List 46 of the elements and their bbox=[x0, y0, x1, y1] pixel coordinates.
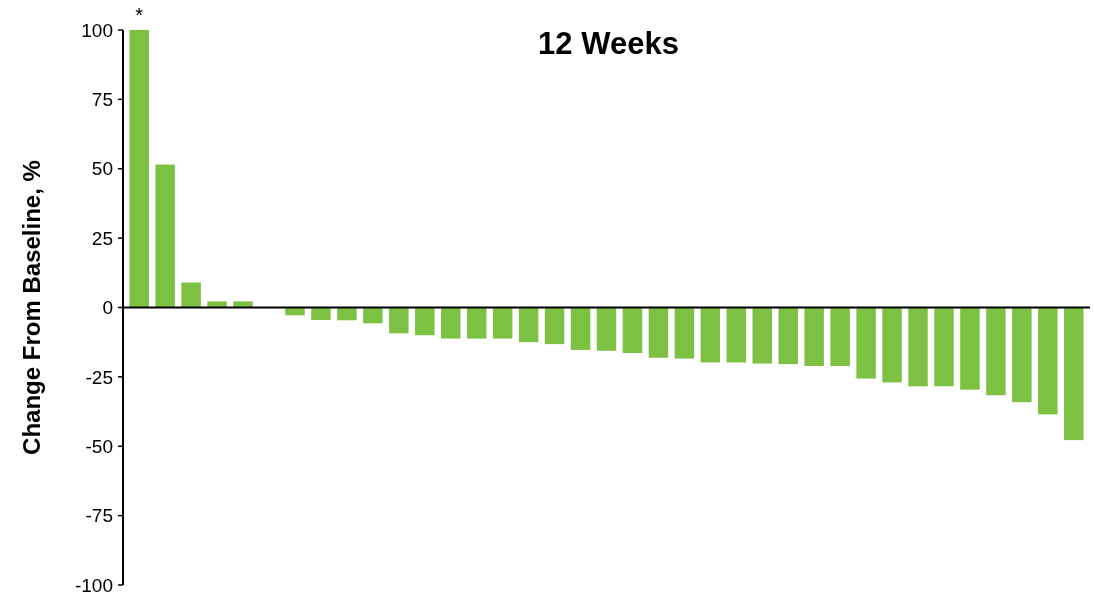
annotation: * bbox=[135, 4, 144, 26]
bar bbox=[441, 307, 461, 339]
bar bbox=[1064, 307, 1084, 441]
bar bbox=[311, 307, 331, 320]
bar bbox=[700, 307, 721, 363]
bar bbox=[570, 307, 591, 350]
y-tick-label: 100 bbox=[81, 19, 113, 41]
bar bbox=[1012, 307, 1032, 403]
bar bbox=[674, 307, 695, 359]
bar bbox=[544, 307, 565, 345]
y-tick-label: -75 bbox=[85, 505, 113, 527]
bar bbox=[908, 307, 928, 387]
y-tick-label: 50 bbox=[91, 158, 113, 180]
bar bbox=[518, 307, 539, 343]
bar bbox=[129, 30, 149, 308]
bar bbox=[466, 307, 487, 339]
y-tick-label: -50 bbox=[85, 435, 113, 457]
bar bbox=[986, 307, 1006, 396]
bar bbox=[648, 307, 669, 358]
bar bbox=[207, 301, 227, 308]
bar bbox=[596, 307, 617, 351]
bar bbox=[934, 307, 954, 387]
bar bbox=[389, 307, 409, 334]
bar bbox=[622, 307, 643, 354]
bar bbox=[856, 307, 876, 379]
bar bbox=[363, 307, 383, 324]
y-tick-label: 75 bbox=[91, 89, 113, 111]
bar bbox=[882, 307, 902, 383]
bar bbox=[492, 307, 513, 339]
y-axis-title: Change From Baseline, % bbox=[18, 160, 45, 455]
bar bbox=[233, 301, 253, 308]
bar bbox=[155, 164, 175, 308]
bar bbox=[415, 307, 435, 336]
bar bbox=[1038, 307, 1058, 415]
y-tick-label: 0 bbox=[102, 297, 113, 319]
chart-title: 12 Weeks bbox=[538, 26, 679, 61]
bar bbox=[960, 307, 980, 390]
bar bbox=[778, 307, 798, 365]
bar bbox=[804, 307, 824, 367]
bar bbox=[726, 307, 747, 363]
y-tick-label: -100 bbox=[74, 574, 113, 596]
bar bbox=[181, 282, 201, 308]
y-tick-label: -25 bbox=[85, 366, 113, 388]
y-tick-label: 25 bbox=[91, 227, 113, 249]
bar bbox=[830, 307, 850, 367]
bar bbox=[752, 307, 772, 364]
